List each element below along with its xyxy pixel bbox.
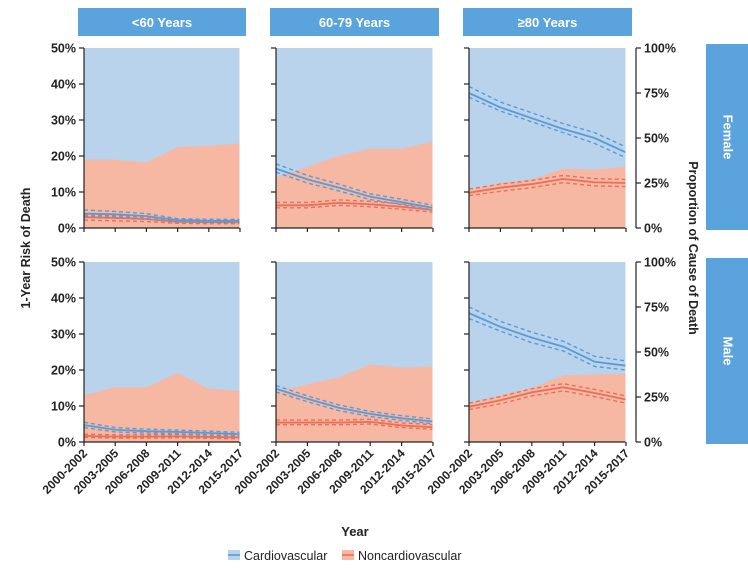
right-y-tick-label: 75%: [644, 87, 669, 101]
left-y-tick-label: 30%: [51, 328, 76, 342]
noncardiovascular-ci-upper-line: [468, 174, 627, 190]
cardiovascular-ci-upper-line: [468, 85, 627, 148]
row-header-label-female: Female: [721, 115, 736, 160]
y-axis-right-label: Proportion of Cause of Death: [686, 161, 700, 335]
left-y-tick-label: 40%: [51, 292, 76, 306]
cardiovascular-ci-lower-line: [275, 171, 434, 211]
legend: Cardiovascular Noncardiovascular: [228, 549, 462, 563]
legend-label-noncardiovascular: Noncardiovascular: [358, 549, 462, 563]
left-y-tick-label: 0%: [58, 436, 76, 450]
cardiovascular-ci-upper-line: [468, 306, 627, 362]
noncardiovascular-proportion-area: [84, 143, 240, 228]
cardiovascular-ci-upper-line: [275, 384, 434, 420]
noncardiovascular-risk-line: [468, 386, 627, 408]
x-axis-label: Year: [341, 524, 368, 539]
left-y-tick-label: 40%: [51, 78, 76, 92]
right-y-tick-label: 50%: [644, 132, 669, 146]
panel-male-60-79-years: [275, 262, 434, 443]
cardiovascular-risk-line: [468, 312, 627, 367]
noncardiovascular-ci-lower-line: [276, 423, 434, 431]
right-y-tick-label: 50%: [644, 346, 669, 360]
cardiovascular-risk-line: [275, 167, 434, 209]
right-y-tick-label: 0%: [644, 222, 662, 236]
cardiovascular-risk-line: [468, 92, 627, 154]
cardiovascular-ci-upper-line: [83, 209, 240, 221]
left-y-tick-label: 50%: [51, 42, 76, 56]
noncardiovascular-ci-upper-line: [276, 418, 434, 426]
column-header-lt60-years: [78, 8, 246, 36]
noncardiovascular-ci-upper-line: [276, 199, 434, 209]
panel-layer: [83, 48, 627, 443]
right-y-tick-label: 100%: [644, 256, 676, 270]
right-y-tick-label: 25%: [644, 391, 669, 405]
y-axis-left-label: 1-Year Risk of Death: [19, 188, 33, 309]
header-layer: <60 Years 60-79 Years ≥80 Years Female Male: [78, 8, 748, 444]
noncardiovascular-risk-line: [276, 420, 434, 429]
column-header-60-79-years: [270, 8, 439, 36]
row-header-label-male: Male: [721, 337, 736, 366]
right-y-tick-label: 25%: [644, 177, 669, 191]
left-y-tick-label: 30%: [51, 114, 76, 128]
cardiovascular-ci-lower-line: [83, 426, 241, 437]
column-header-label-ge80-years: ≥80 Years: [518, 15, 578, 30]
noncardiovascular-ci-lower-line: [468, 390, 627, 411]
right-y-tick-label: 100%: [644, 42, 676, 56]
column-header-ge80-years: [463, 8, 632, 36]
column-header-label-lt60-years: <60 Years: [132, 15, 192, 30]
noncardiovascular-ci-lower-line: [276, 204, 434, 213]
panel-male-ge80-years: [468, 262, 627, 443]
cardiovascular-risk-line: [83, 424, 241, 435]
row-header-male: [706, 258, 748, 444]
noncardiovascular-risk-line: [276, 201, 434, 211]
cardiovascular-ci-upper-line: [275, 163, 434, 207]
row-header-female: [706, 44, 748, 230]
left-y-tick-label: 0%: [58, 222, 76, 236]
left-y-tick-label: 10%: [51, 186, 76, 200]
left-y-tick-label: 20%: [51, 150, 76, 164]
left-y-tick-label: 20%: [51, 364, 76, 378]
noncardiovascular-ci-upper-line: [468, 382, 627, 404]
noncardiovascular-ci-lower-line: [83, 219, 240, 225]
cardiovascular-risk-line: [83, 212, 240, 222]
cardiovascular-ci-upper-line: [83, 421, 241, 433]
noncardiovascular-ci-upper-line: [83, 433, 241, 437]
right-y-tick-label: 75%: [644, 301, 669, 315]
noncardiovascular-risk-line: [83, 434, 241, 439]
legend-label-cardiovascular: Cardiovascular: [244, 549, 327, 563]
panel-female-60-79-years: [275, 48, 434, 229]
cardiovascular-ci-lower-line: [468, 317, 627, 371]
noncardiovascular-proportion-area: [84, 372, 240, 442]
left-y-tick-label: 50%: [51, 256, 76, 270]
noncardiovascular-ci-lower-line: [468, 181, 627, 197]
noncardiovascular-risk-line: [468, 178, 627, 194]
left-y-tick-label: 10%: [51, 400, 76, 414]
cardiovascular-risk-line: [275, 387, 434, 423]
right-y-tick-label: 0%: [644, 436, 662, 450]
panel-female-ge80-years: [468, 48, 627, 229]
cardiovascular-ci-lower-line: [83, 215, 240, 223]
column-header-label-60-79-years: 60-79 Years: [319, 15, 390, 30]
panel-male-lt60-years: [83, 262, 241, 443]
cardiovascular-ci-lower-line: [275, 391, 434, 425]
panel-female-lt60-years: [83, 48, 241, 229]
noncardiovascular-ci-lower-line: [83, 436, 241, 440]
cardiovascular-ci-lower-line: [468, 96, 627, 159]
